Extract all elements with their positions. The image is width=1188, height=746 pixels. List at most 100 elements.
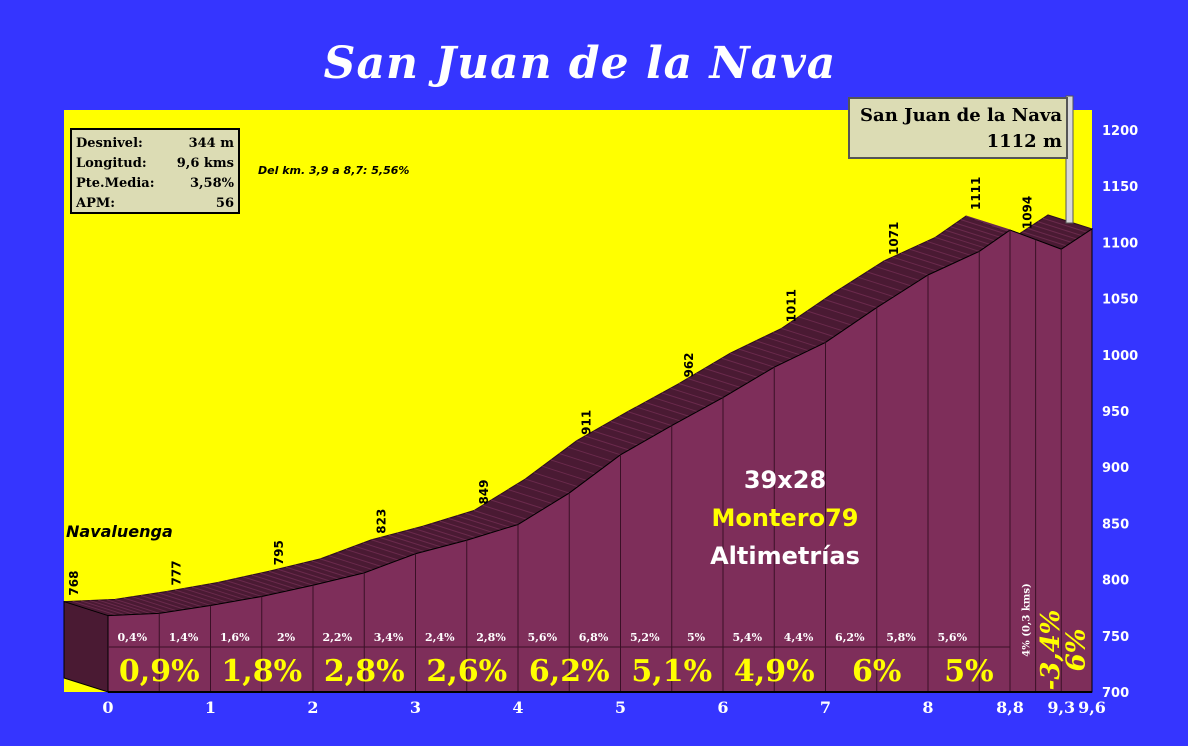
x-tick-label: 6: [717, 698, 728, 717]
half-km-gradient-label: 5,2%: [630, 631, 660, 644]
altitude-label: 768: [67, 571, 81, 596]
ridge-hatch-line: [945, 229, 990, 245]
altitude-label: 823: [375, 509, 389, 534]
km-gradient-label: 4,9%: [734, 654, 815, 689]
ridge-hatch-line: [115, 598, 160, 614]
ridge-hatch-line: [866, 271, 912, 287]
ridge-hatch-line: [858, 276, 903, 292]
altitude-label: 795: [272, 540, 286, 565]
ridge-hatch-line: [149, 593, 194, 609]
ridge-hatch-line: [789, 322, 835, 338]
ridge-hatch-line: [849, 282, 894, 298]
stats-label: Pte.Media:: [76, 176, 155, 191]
half-km-gradient-label: 5,6%: [527, 631, 557, 644]
ridge-hatch-line: [448, 517, 493, 533]
summit-altitude: 1112 m: [986, 131, 1062, 152]
x-tick-label: 0: [102, 698, 113, 717]
altitude-label: 1011: [785, 289, 799, 322]
half-km-gradient-label: 6,8%: [579, 631, 609, 644]
ridge-hatch-line: [824, 298, 869, 314]
km-gradient-label: 5%: [944, 654, 993, 689]
ridge-hatch-line: [1032, 224, 1077, 240]
x-tick-label: 5: [615, 698, 626, 717]
half-km-gradient-label: 6,2%: [835, 631, 865, 644]
ridge-hatch-line: [584, 435, 630, 451]
ridge-hatch-line: [661, 392, 707, 408]
chart-title: San Juan de la Nava: [323, 38, 837, 89]
altitude-label: 777: [170, 560, 184, 585]
ridge-hatch-line: [695, 372, 741, 388]
half-km-gradient-label: 2,4%: [425, 631, 455, 644]
credit-author: Montero79: [711, 504, 859, 532]
summit-name: San Juan de la Nava: [860, 105, 1062, 126]
ridge-hatch-line: [678, 383, 724, 398]
ridge-hatch-line: [132, 596, 177, 612]
km-gradient-label: 5,1%: [631, 654, 712, 689]
x-tick-label: 8,8: [996, 698, 1024, 717]
stats-box: Desnivel: 344 m Longitud: 9,6 kms Pte.Me…: [70, 128, 240, 214]
y-tick-label: 1000: [1102, 349, 1138, 364]
ridge-hatch-line: [713, 362, 758, 378]
y-tick-label: 900: [1102, 461, 1129, 476]
ridge-hatch-line: [260, 572, 305, 588]
y-tick-label: 1150: [1102, 180, 1138, 195]
ridge-hatch-line: [499, 494, 544, 510]
section-gradient-note: Del km. 3,9 a 8,7: 5,56%: [258, 164, 410, 177]
ridge-hatch-line: [337, 552, 382, 567]
ridge-hatch-line: [918, 244, 963, 260]
ridge-hatch-line: [883, 260, 929, 276]
ridge-hatch-line: [174, 589, 220, 605]
ridge-hatch-line: [567, 446, 613, 462]
ridge-hatch-line: [798, 316, 843, 332]
ridge-hatch-line: [371, 539, 416, 555]
ridge-hatch-line: [80, 600, 126, 616]
ridge-hatch-line: [106, 599, 151, 615]
ridge-hatch-line: [781, 327, 826, 343]
ridge-hatch-line: [815, 304, 860, 320]
ridge-hatch-line: [200, 584, 245, 600]
half-km-gradient-label: 2,2%: [322, 631, 352, 644]
ridge-hatch-line: [98, 599, 143, 615]
ridge-hatch-line: [414, 528, 459, 543]
half-km-gradient-label: 5,6%: [937, 631, 967, 644]
half-km-gradient-label: 5,8%: [886, 631, 916, 644]
ridge-hatch-line: [764, 336, 809, 352]
ridge-hatch-line: [303, 562, 348, 578]
half-km-gradient-label: 5,4%: [732, 631, 762, 644]
ridge-hatch-line: [636, 406, 681, 422]
ridge-hatch-line: [940, 233, 985, 249]
half-km-gradient-label: 2%: [277, 631, 296, 644]
ridge-hatch-line: [226, 580, 271, 596]
altitude-label: 1071: [887, 222, 901, 255]
vertical-gradient-label: 4% (0,3 kms): [1021, 583, 1032, 656]
half-km-gradient-label: 5%: [687, 631, 706, 644]
x-tick-label: 9,6: [1078, 698, 1106, 717]
y-tick-label: 1100: [1102, 236, 1138, 251]
ridge-hatch-line: [900, 252, 946, 268]
start-town-label: Navaluenga: [66, 522, 173, 541]
ridge-hatch-line: [251, 574, 297, 590]
profile-side-face: [63, 600, 109, 693]
stats-label: Desnivel:: [76, 136, 143, 151]
credit-site: Altimetrías: [710, 542, 860, 570]
altitude-label: 1111: [969, 177, 983, 210]
ridge-hatch-line: [473, 510, 519, 526]
ridge-hatch-line: [294, 564, 339, 580]
ridge-hatch-line: [431, 523, 476, 539]
ridge-hatch-line: [320, 558, 365, 574]
ridge-hatch-line: [610, 420, 655, 436]
ridge-hatch-line: [955, 222, 1000, 238]
ridge-hatch-line: [1027, 227, 1072, 243]
km-gradient-label: 2,8%: [324, 654, 405, 689]
half-km-gradient-label: 0,4%: [117, 631, 147, 644]
stats-label: Longitud:: [76, 156, 147, 171]
ridge-hatch-line: [191, 586, 237, 602]
ridge-hatch-line: [1037, 221, 1082, 237]
ridge-hatch-line: [670, 387, 715, 403]
half-km-gradient-label: 2,8%: [476, 631, 506, 644]
half-km-gradient-label: 3,4%: [374, 631, 404, 644]
x-tick-label: 7: [820, 698, 831, 717]
ridge-hatch-line: [456, 515, 502, 531]
ridge-hatch-line: [422, 525, 467, 541]
